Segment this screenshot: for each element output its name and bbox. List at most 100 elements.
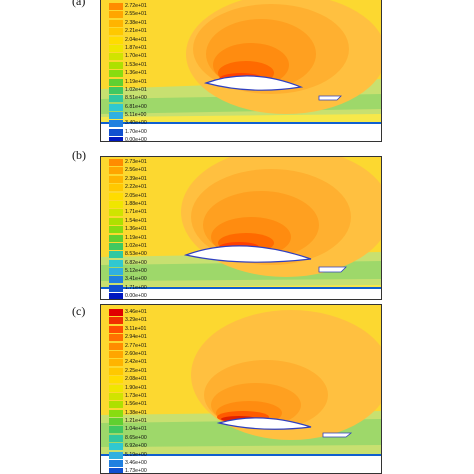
contour-panel-a: 2.72e+01 2.55e+01 2.38e+01 2.21e+01 2.04e+01… [100, 0, 382, 142]
legend-swatch [109, 209, 123, 217]
legend-entry: 0.00e+00 [105, 136, 165, 142]
legend-entry: 2.08e+01 [105, 375, 165, 384]
legend-swatch [109, 28, 123, 36]
legend-value: 5.12e+00 [125, 268, 147, 275]
legend-value: 2.39e+01 [125, 175, 147, 182]
legend-value: 2.08e+01 [125, 376, 147, 383]
legend-value: 8.51e+00 [125, 95, 147, 102]
legend-entry: 2.94e+01 [105, 333, 165, 342]
legend-value: 1.21e+01 [125, 418, 147, 425]
legend-entry: 6.81e+00 [105, 103, 165, 111]
legend-swatch [109, 167, 123, 175]
legend-entry: 1.71e+00 [105, 284, 165, 292]
legend-swatch [109, 418, 123, 426]
legend-value: 1.88e+01 [125, 200, 147, 207]
legend-swatch [109, 159, 123, 166]
legend-value: 2.55e+01 [125, 11, 147, 18]
legend-value: 6.92e+00 [125, 443, 147, 450]
legend-swatch [109, 184, 123, 192]
legend-value: 1.70e+00 [125, 128, 147, 135]
legend-entry: 2.21e+01 [105, 27, 165, 36]
colormap-legend-b: 2.73e+01 2.56e+01 2.39e+01 2.22e+01 2.05e+01… [105, 158, 165, 300]
legend-entry: 2.72e+01 [105, 2, 165, 10]
legend-swatch [109, 309, 123, 316]
legend-value: 2.22e+01 [125, 184, 147, 191]
legend-entry: 1.88e+01 [105, 200, 165, 208]
contour-panel-c: 3.46e+01 3.29e+01 3.11e+01 2.94e+01 2.77e+01… [100, 304, 382, 474]
legend-entry: 1.70e+01 [105, 52, 165, 61]
legend-swatch [109, 95, 123, 103]
legend-swatch [109, 137, 123, 141]
colormap-legend-c: 3.46e+01 3.29e+01 3.11e+01 2.94e+01 2.77e+01… [105, 308, 165, 473]
legend-value: 2.05e+01 [125, 192, 147, 199]
legend-entry: 2.42e+01 [105, 358, 165, 367]
legend-value: 3.29e+01 [125, 317, 147, 324]
legend-value: 1.02e+01 [125, 86, 147, 93]
legend-swatch [109, 443, 123, 451]
legend-swatch [109, 44, 123, 52]
legend-swatch [109, 242, 123, 250]
panel-c-label: (c) [72, 304, 86, 318]
legend-value: 0.00e+00 [125, 293, 147, 300]
legend-value: 0.00e+00 [125, 137, 147, 142]
legend-swatch [109, 86, 123, 94]
legend-entry: 1.56e+01 [105, 400, 165, 409]
legend-value: 8.65e+00 [125, 434, 147, 441]
legend-swatch [109, 376, 123, 384]
legend-value: 1.19e+01 [125, 234, 147, 241]
legend-value: 1.36e+01 [125, 226, 147, 233]
legend-entry: 2.22e+01 [105, 183, 165, 192]
legend-swatch [109, 268, 123, 276]
legend-entry: 2.04e+01 [105, 36, 165, 44]
legend-swatch [109, 112, 123, 120]
legend-value: 2.25e+01 [125, 367, 147, 374]
legend-value: 1.38e+01 [125, 409, 147, 416]
legend-swatch [109, 359, 123, 367]
legend-swatch [109, 293, 123, 299]
legend-value: 1.70e+01 [125, 53, 147, 60]
legend-entry: 1.02e+01 [105, 86, 165, 94]
legend-entry: 1.73e+01 [105, 392, 165, 400]
legend-value: 5.19e+00 [125, 451, 147, 458]
legend-value: 3.11e+01 [125, 325, 147, 332]
legend-swatch [109, 350, 123, 358]
legend-entry: 2.56e+01 [105, 166, 165, 175]
legend-swatch [109, 19, 123, 27]
contour-panel-b: 2.73e+01 2.56e+01 2.39e+01 2.22e+01 2.05e+01… [100, 156, 382, 300]
legend-entry: 1.54e+01 [105, 217, 165, 225]
legend-swatch [109, 276, 123, 284]
legend-entry: 2.38e+01 [105, 19, 165, 27]
legend-swatch [109, 334, 123, 342]
panel-b-label: (b) [72, 148, 86, 162]
legend-entry: 3.46e+01 [105, 308, 165, 316]
legend-entry: 3.11e+01 [105, 325, 165, 333]
contour-field-a [101, 0, 381, 141]
legend-value: 3.40e+00 [125, 120, 147, 127]
legend-value: 6.81e+00 [125, 103, 147, 110]
legend-entry: 1.19e+01 [105, 78, 165, 86]
legend-entry: 3.29e+01 [105, 316, 165, 325]
legend-value: 2.60e+01 [125, 350, 147, 357]
legend-entry: 3.40e+00 [105, 119, 165, 128]
legend-entry: 1.71e+01 [105, 208, 165, 217]
legend-entry: 3.41e+00 [105, 275, 165, 284]
legend-value: 3.41e+00 [125, 276, 147, 283]
legend-value: 1.53e+01 [125, 61, 147, 68]
legend-entry: 1.70e+00 [105, 128, 165, 136]
legend-swatch [109, 11, 123, 19]
legend-swatch [109, 426, 123, 434]
legend-value: 1.02e+01 [125, 242, 147, 249]
legend-value: 6.82e+00 [125, 259, 147, 266]
legend-value: 2.73e+01 [125, 159, 147, 165]
legend-swatch [109, 367, 123, 375]
legend-value: 2.94e+01 [125, 334, 147, 341]
legend-value: 3.46e+01 [125, 309, 147, 315]
legend-value: 2.38e+01 [125, 19, 147, 26]
legend-swatch [109, 120, 123, 128]
legend-value: 1.36e+01 [125, 70, 147, 77]
legend-swatch [109, 175, 123, 183]
legend-swatch [109, 317, 123, 325]
legend-entry: 3.46e+00 [105, 459, 165, 468]
legend-value: 1.87e+01 [125, 44, 147, 51]
legend-swatch [109, 3, 123, 10]
